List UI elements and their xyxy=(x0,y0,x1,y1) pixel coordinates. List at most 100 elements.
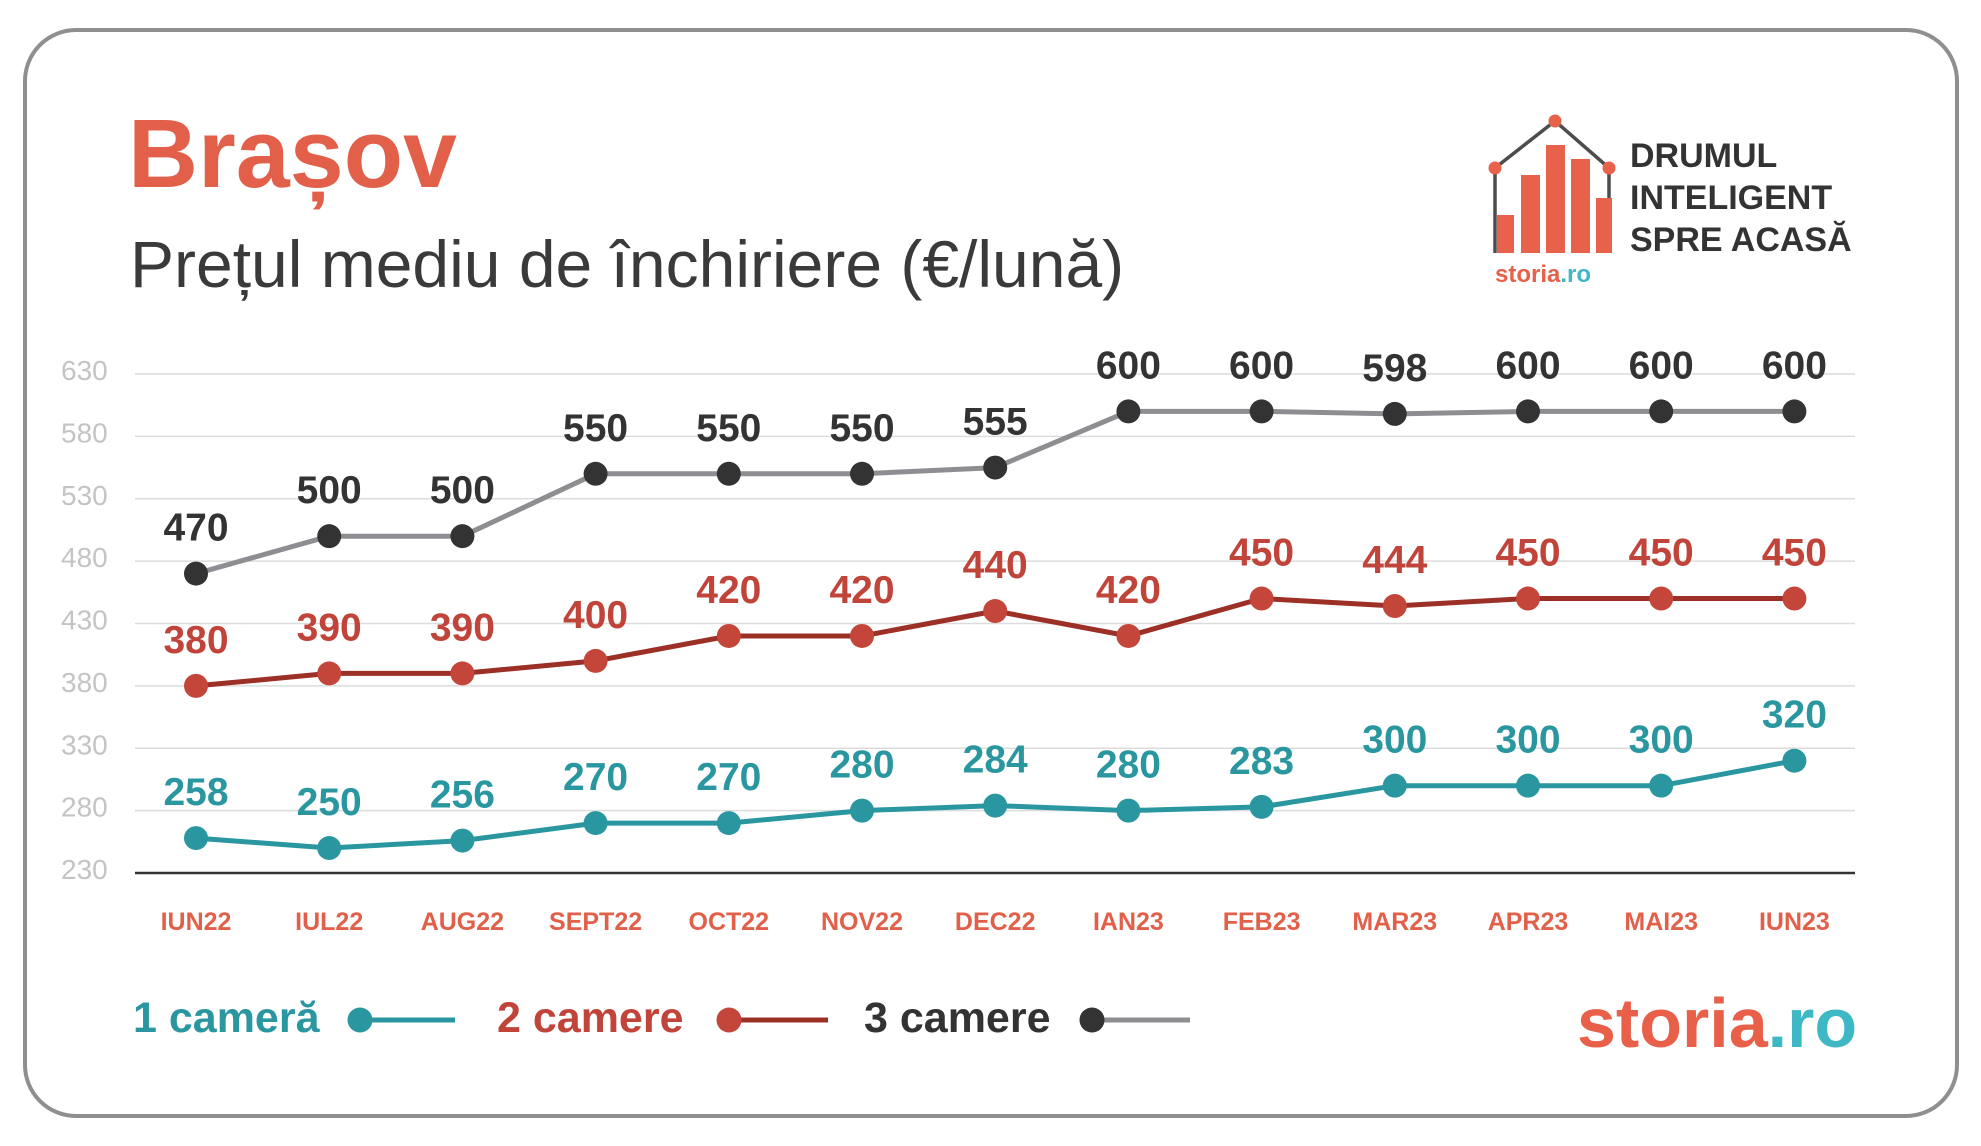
legend-label-1-camera: 1 cameră xyxy=(133,994,320,1042)
data-point xyxy=(317,661,342,686)
data-label: 320 xyxy=(1762,694,1827,737)
data-label: 380 xyxy=(163,619,228,662)
x-tick-label: IAN23 xyxy=(1093,908,1164,936)
data-point xyxy=(1782,748,1807,773)
y-tick-label: 230 xyxy=(61,854,108,885)
x-tick-label: AUG22 xyxy=(421,908,504,936)
data-point xyxy=(850,461,874,486)
data-label: 400 xyxy=(563,594,628,637)
data-label: 550 xyxy=(829,407,894,450)
data-point xyxy=(716,623,741,648)
data-label: 450 xyxy=(1629,532,1694,575)
data-point xyxy=(1249,399,1274,424)
data-point xyxy=(1382,401,1407,426)
y-tick-label: 430 xyxy=(61,605,108,636)
data-point xyxy=(1116,798,1141,823)
brand-name: storia xyxy=(1495,261,1561,288)
y-tick-label: 530 xyxy=(61,480,108,511)
data-point xyxy=(1249,794,1274,819)
x-tick-label: MAI23 xyxy=(1624,908,1698,936)
x-tick-label: MAR23 xyxy=(1352,908,1437,936)
tagline-line: SPRE ACASĂ xyxy=(1630,221,1852,259)
data-label: 555 xyxy=(963,401,1028,444)
data-label: 450 xyxy=(1229,532,1294,575)
data-label: 270 xyxy=(696,756,761,799)
data-point xyxy=(184,561,208,586)
data-point xyxy=(716,811,741,836)
brand-name: storia xyxy=(1577,984,1768,1062)
x-tick-label: DEC22 xyxy=(955,908,1036,936)
x-tick-label: APR23 xyxy=(1488,908,1569,936)
house-chart-icon xyxy=(1488,114,1616,253)
data-label: 450 xyxy=(1762,532,1827,575)
data-point xyxy=(583,648,608,673)
y-tick-label: 330 xyxy=(61,729,108,760)
data-label: 600 xyxy=(1229,344,1294,387)
data-label: 600 xyxy=(1495,344,1560,387)
data-label: 258 xyxy=(163,771,228,814)
data-label: 250 xyxy=(297,781,362,824)
data-point xyxy=(1516,586,1540,611)
y-tick-label: 280 xyxy=(61,792,108,823)
chart-subtitle: Prețul mediu de închiriere (€/lună) xyxy=(130,227,1125,301)
data-point xyxy=(1649,586,1674,611)
data-label: 600 xyxy=(1762,344,1827,387)
data-point xyxy=(1382,594,1407,619)
data-label: 300 xyxy=(1629,719,1694,762)
x-tick-label: OCT22 xyxy=(689,908,770,936)
data-label: 600 xyxy=(1096,344,1161,387)
data-label: 600 xyxy=(1629,344,1694,387)
x-axis-labels: IUN22 IUL22 AUG22 SEPT22 OCT22 NOV22 DEC22 IAN2… xyxy=(161,908,1830,936)
legend-marker-1-camera-icon xyxy=(347,1007,455,1033)
data-point xyxy=(1116,623,1141,648)
data-label: 300 xyxy=(1362,719,1427,762)
data-point xyxy=(850,623,874,648)
tagline-line: INTELIGENT xyxy=(1630,179,1833,217)
data-label: 420 xyxy=(829,569,894,612)
legend-marker-2-camere-icon xyxy=(716,1007,828,1033)
data-label: 550 xyxy=(696,407,761,450)
data-point xyxy=(1649,773,1674,798)
data-point xyxy=(450,661,475,686)
y-tick-label: 580 xyxy=(61,417,108,448)
data-point xyxy=(450,524,475,549)
data-label: 300 xyxy=(1495,719,1560,762)
infographic-card xyxy=(23,28,1959,1118)
data-label: 420 xyxy=(1096,569,1161,612)
data-point xyxy=(850,798,874,823)
x-tick-label: IUN23 xyxy=(1759,908,1830,936)
data-label: 390 xyxy=(430,606,495,649)
brand-tld: .ro xyxy=(1767,984,1858,1062)
data-label: 280 xyxy=(829,744,894,787)
data-label: 500 xyxy=(430,469,495,512)
data-point xyxy=(1116,399,1141,424)
data-label: 440 xyxy=(963,544,1028,587)
footer-brand-logo: storia.ro xyxy=(1577,988,1857,1058)
grid: 630 580 530 480 430 380 330 280 230 xyxy=(61,355,1855,885)
logo-tagline: DRUMUL INTELIGENT SPRE ACASĂ xyxy=(1630,135,1852,261)
series-3: 470 500 500 550 550 550 555 600 600 598 600 600 600 xyxy=(163,344,1827,586)
data-point xyxy=(450,828,475,853)
brand-tld: .ro xyxy=(1560,261,1592,288)
data-point xyxy=(983,793,1008,818)
data-point xyxy=(583,461,608,486)
data-point xyxy=(184,673,208,698)
legend-label-2-camere: 2 camere xyxy=(497,994,684,1042)
data-point xyxy=(317,524,342,549)
y-tick-label: 380 xyxy=(61,667,108,698)
tagline-line: DRUMUL xyxy=(1630,137,1778,175)
logo-brand-small: storia.ro xyxy=(1495,263,1591,287)
x-tick-label: FEB23 xyxy=(1223,908,1301,936)
data-point xyxy=(1649,399,1674,424)
y-tick-label: 480 xyxy=(61,542,108,573)
data-point xyxy=(1782,399,1807,424)
series-1: 258 250 256 270 270 280 284 280 283 300 300 300 320 xyxy=(163,694,1827,861)
data-label: 270 xyxy=(563,756,628,799)
y-tick-label: 630 xyxy=(61,355,108,386)
data-label: 500 xyxy=(297,469,362,512)
x-tick-label: SEPT22 xyxy=(549,908,642,936)
data-label: 550 xyxy=(563,407,628,450)
x-tick-label: IUL22 xyxy=(295,908,363,936)
series-2: 380 390 390 400 420 420 440 420 450 444 450 450 450 xyxy=(163,532,1827,698)
x-tick-label: IUN22 xyxy=(161,908,232,936)
